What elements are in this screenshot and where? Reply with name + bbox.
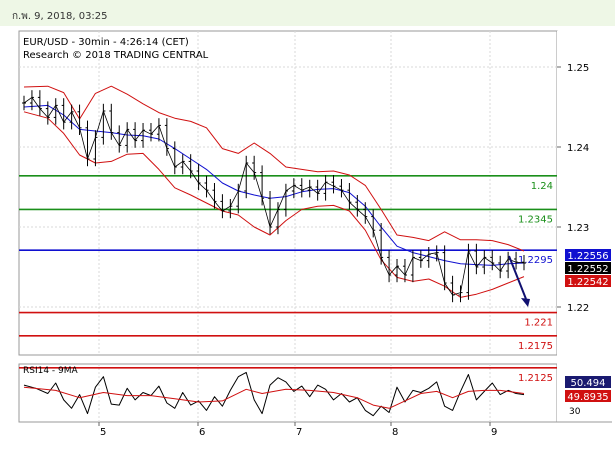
price-badge [565,275,611,287]
level-label: 1.2125 [518,373,553,384]
level-label-bg [510,253,554,266]
price-badge-label: 1.22552 [567,264,608,275]
rsi-title: RSI14 - 9MA [23,366,79,376]
x-tick-label: 6 [199,427,205,438]
level-label: 1.2175 [518,341,553,352]
rsi-value-label: 50.494 [571,378,606,389]
x-tick-label: 8 [392,427,398,438]
chart-frame: 1.24 1.2345 1.2295 1.221 1.2175 1.2125 EUR/US… [0,26,615,450]
rsi-line [23,371,525,417]
level-label-bg [510,370,554,383]
bollinger-upper-band [23,85,525,252]
price-line [23,97,525,296]
level-label-bg [522,178,554,191]
level-label-bg [516,315,554,328]
y-tick-label: 1.25 [567,63,589,74]
level-label-bg [510,338,554,351]
moving-average-line [23,104,525,266]
y-tick-label: 1.23 [567,223,589,234]
level-label: 1.2295 [518,255,553,266]
level-label: 1.2345 [518,214,553,225]
level-label: 1.221 [524,318,553,329]
price-badge [565,262,611,274]
y-tick-label: 1.24 [567,143,589,154]
rsi-ma-badge [565,390,611,402]
price-badge-label: 1.22556 [567,251,608,262]
rsi-value-badge [565,376,611,388]
x-tick-label: 5 [100,427,106,438]
rsi-ma-label: 49.8935 [567,392,608,403]
price-badge [565,249,611,261]
price-badge-label: 1.22542 [567,277,608,288]
forecast-arrow [508,255,530,307]
chart-title: EUR/USD - 30min - 4:26:14 (CET) [23,37,189,48]
x-tick-label: 9 [491,427,497,438]
date-header-bar: ก.พ. 9, 2018, 03:25 [0,0,615,26]
chart-subtitle: Research © 2018 TRADING CENTRAL [23,50,209,61]
level-label: 1.24 [531,181,553,192]
rsi-ma-line [23,386,525,409]
rsi-tick-label: 30 [569,407,581,417]
y-tick-label: 1.22 [567,303,589,314]
level-label-bg [510,212,554,225]
x-tick-label: 7 [296,427,302,438]
date-label: ก.พ. 9, 2018, 03:25 [12,11,108,22]
